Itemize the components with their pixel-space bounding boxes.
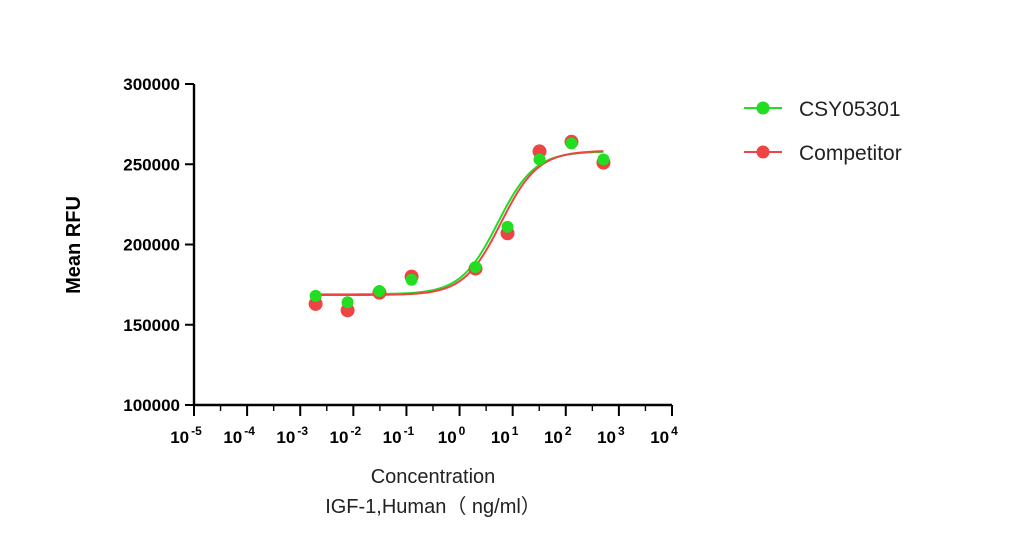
- x-tick-label: 10 2: [544, 424, 572, 447]
- fit-curve-competitor: [315, 150, 604, 297]
- legend-marker-competitor: [756, 145, 770, 159]
- data-point-csy05301: [565, 137, 578, 150]
- y-tick-label: 300000: [123, 75, 180, 94]
- fit-curve-csy05301: [315, 150, 604, 296]
- data-point-csy05301: [501, 220, 514, 233]
- fit-curves: [315, 150, 604, 297]
- data-points: [308, 134, 611, 318]
- x-tick-label: 10 4: [650, 424, 678, 447]
- legend-item-competitor: Competitor: [744, 142, 902, 165]
- x-axis-ticks: 10 -5 10 -4 10 -3 10 -2 10 -1 10 0 10 1 10 2 10 3 10 4: [170, 405, 678, 447]
- y-tick-label: 150000: [123, 316, 180, 335]
- legend-item-csy05301: CSY05301: [744, 98, 901, 121]
- x-axis-title: Concentration: [371, 466, 496, 488]
- x-tick-label: 10 0: [438, 424, 466, 447]
- legend-label-csy05301: CSY05301: [799, 98, 901, 121]
- data-point-csy05301: [405, 273, 418, 286]
- x-tick-label: 10 3: [597, 424, 625, 447]
- data-point-csy05301: [533, 153, 546, 166]
- y-tick-label: 200000: [123, 236, 180, 255]
- x-tick-label: 10 -2: [330, 424, 362, 447]
- y-axis-title: Mean RFU: [63, 196, 85, 294]
- data-point-csy05301: [373, 285, 386, 298]
- legend-label-competitor: Competitor: [799, 142, 902, 165]
- y-axis-ticks: 100000 150000 200000 250000 300000: [123, 75, 194, 415]
- y-tick-label: 100000: [123, 396, 180, 415]
- x-tick-label: 10 1: [491, 424, 519, 447]
- x-tick-label: 10 -4: [223, 424, 255, 447]
- y-tick-label: 250000: [123, 155, 180, 174]
- data-point-csy05301: [341, 296, 354, 309]
- data-point-csy05301: [469, 260, 482, 273]
- data-point-csy05301: [309, 289, 322, 302]
- data-point-csy05301: [597, 153, 610, 166]
- x-tick-label: 10 -1: [383, 424, 415, 447]
- legend: CSY05301 Competitor: [744, 98, 902, 165]
- plot-area: [308, 134, 611, 318]
- x-axis-subtitle: IGF-1,Human（ ng/ml）: [325, 495, 541, 518]
- x-tick-label: 10 -5: [170, 424, 202, 447]
- x-tick-label: 10 -3: [276, 424, 308, 447]
- legend-marker-csy05301: [756, 101, 770, 115]
